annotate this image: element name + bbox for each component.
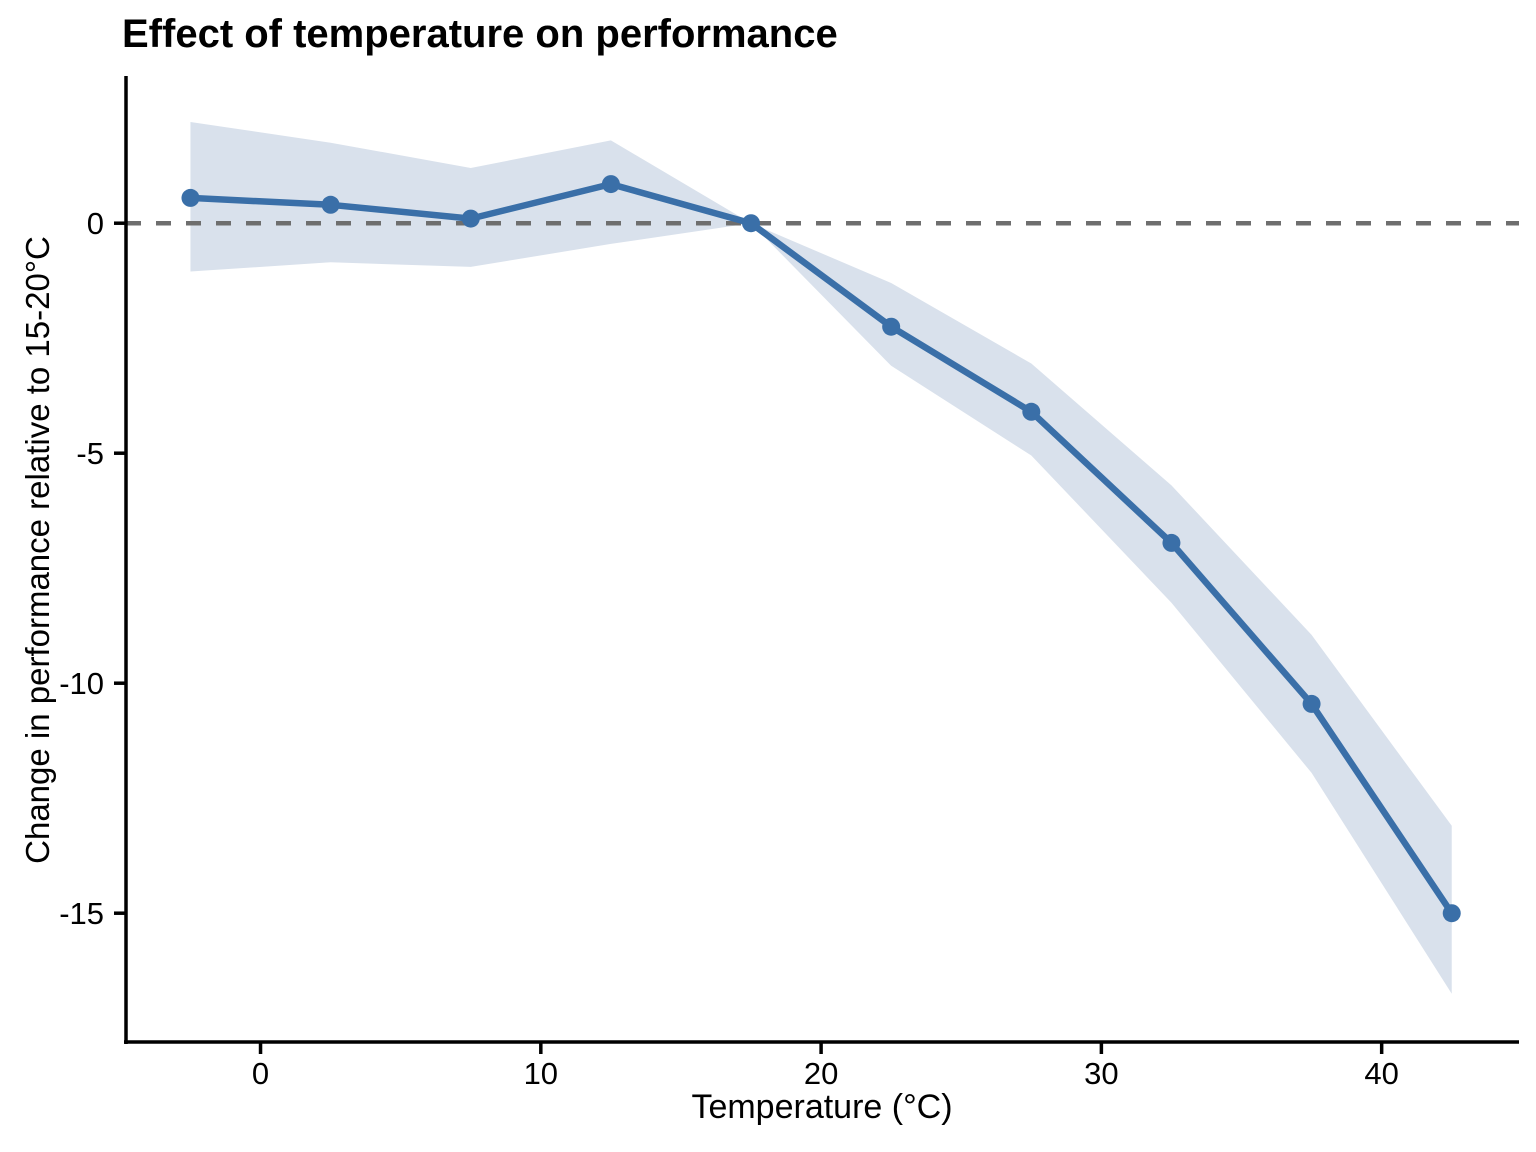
chart-title: Effect of temperature on performance <box>122 12 838 56</box>
data-point <box>1302 694 1321 713</box>
x-tick-label: 10 <box>524 1056 558 1091</box>
data-point <box>601 175 620 194</box>
data-point <box>1022 402 1041 421</box>
x-tick-label: 40 <box>1364 1056 1398 1091</box>
x-tick-label: 0 <box>252 1056 269 1091</box>
y-tick-label: -15 <box>59 896 104 931</box>
data-point <box>1442 904 1461 923</box>
y-tick-label: -10 <box>59 666 104 701</box>
x-tick-label: 20 <box>804 1056 838 1091</box>
y-tick-label: -5 <box>76 436 104 471</box>
trend-line <box>187 180 1455 917</box>
y-tick-label: 0 <box>87 206 104 241</box>
data-point <box>742 214 761 233</box>
x-tick-label: 30 <box>1084 1056 1118 1091</box>
x-axis-label: Temperature (°C) <box>691 1088 953 1126</box>
confidence-band <box>190 122 1452 994</box>
data-point <box>461 209 480 228</box>
data-point <box>321 195 340 214</box>
data-point <box>882 317 901 336</box>
data-point <box>1162 533 1181 552</box>
data-point <box>181 188 200 207</box>
